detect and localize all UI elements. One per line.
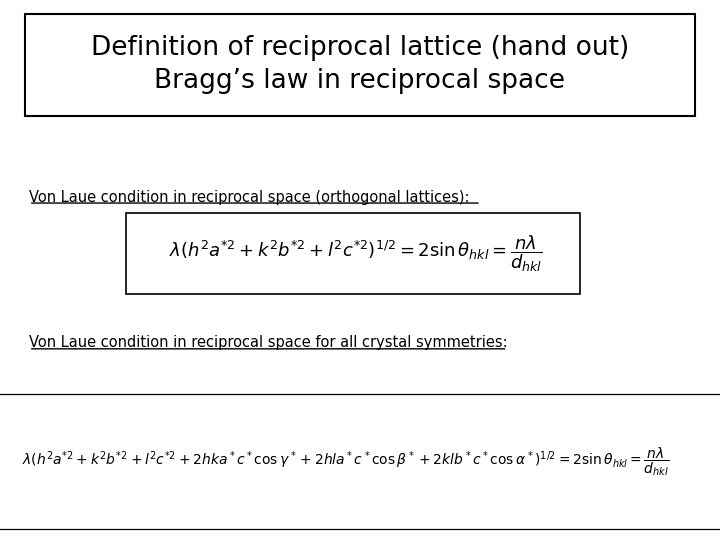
FancyBboxPatch shape — [25, 14, 695, 116]
Text: $\lambda(h^2a^{*2}+k^2b^{*2}+l^2c^{*2})^{1/2}=2\sin\theta_{hkl}=\dfrac{n\lambda}: $\lambda(h^2a^{*2}+k^2b^{*2}+l^2c^{*2})^… — [169, 233, 544, 274]
Text: $\lambda(h^2a^{*2}+k^2b^{*2}+l^2c^{*2}+2hka^*c^*\cos\gamma^*+2hla^*c^*\cos\beta^: $\lambda(h^2a^{*2}+k^2b^{*2}+l^2c^{*2}+2… — [22, 446, 670, 478]
Text: Von Laue condition in reciprocal space (orthogonal lattices):: Von Laue condition in reciprocal space (… — [29, 190, 469, 205]
FancyBboxPatch shape — [126, 213, 580, 294]
Text: Definition of reciprocal lattice (hand out)
Bragg’s law in reciprocal space: Definition of reciprocal lattice (hand o… — [91, 35, 629, 94]
Text: Von Laue condition in reciprocal space for all crystal symmetries:: Von Laue condition in reciprocal space f… — [29, 335, 508, 350]
